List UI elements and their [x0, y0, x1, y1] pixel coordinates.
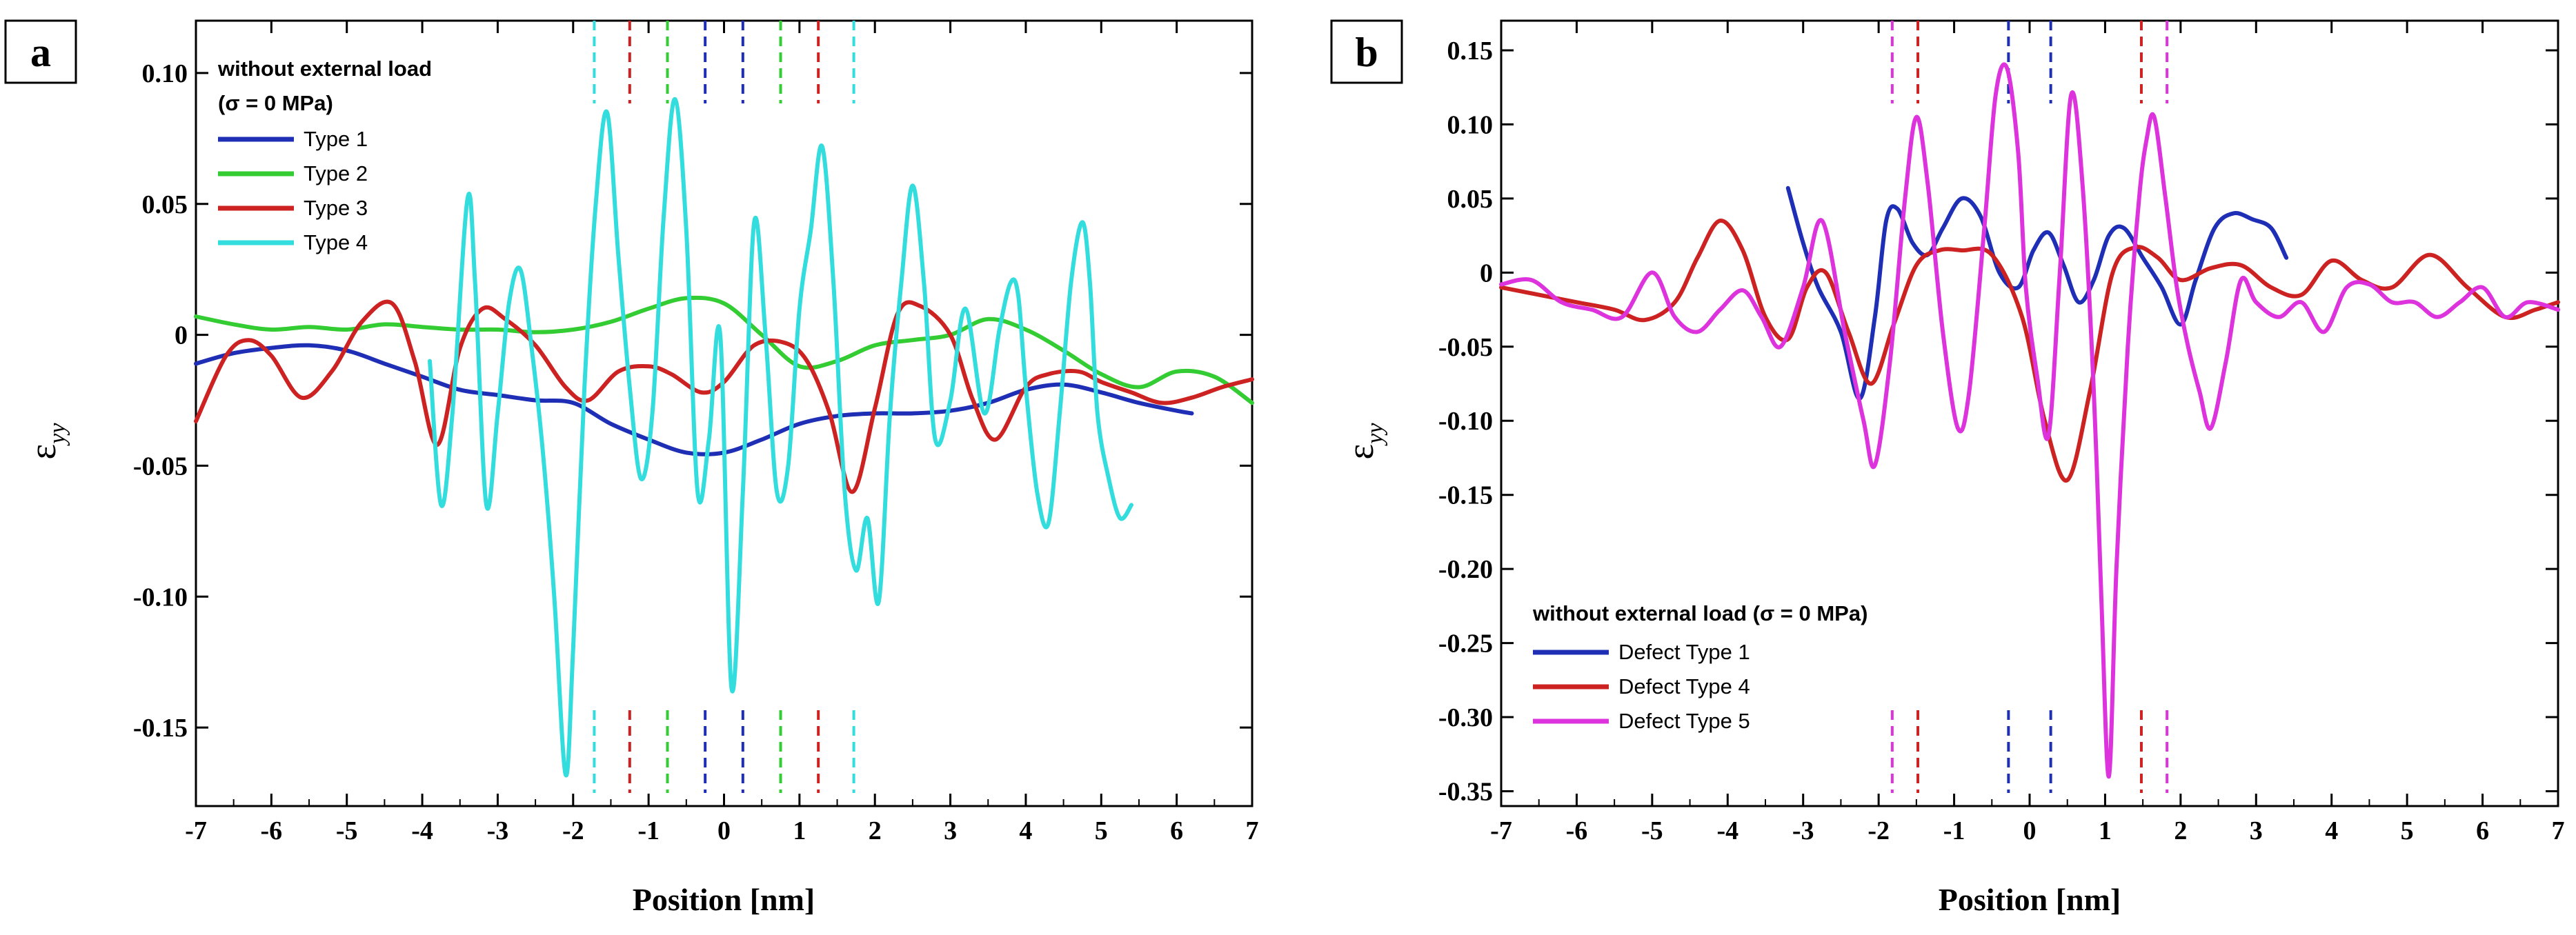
legend-title-a-line2: (σ = 0 MPa) [218, 91, 333, 115]
x-tick-label: 6 [1170, 816, 1183, 845]
series-line-defect-type-5 [1499, 62, 2560, 779]
legend-label: Type 3 [304, 196, 368, 220]
position-markers-a [593, 21, 855, 793]
legend-title-a-line1: without external load [217, 57, 432, 81]
legend-label: Defect Type 5 [1618, 709, 1750, 733]
series-line-type-4 [428, 97, 1133, 778]
legend-title-b: without external load (σ = 0 MPa) [1532, 601, 1867, 625]
y-tick-label: 0.10 [1447, 110, 1494, 139]
x-tick-label: 3 [2250, 816, 2263, 845]
legend-a: without external load (σ = 0 MPa) Type 1… [217, 57, 432, 254]
legend-b: without external load (σ = 0 MPa) Defect… [1532, 601, 1867, 733]
y-tick-label: 0.15 [1447, 37, 1494, 66]
y-tick-label: -0.15 [133, 714, 188, 743]
y-axis-symbol-b: ε [1340, 444, 1381, 460]
x-tick-label: -1 [637, 816, 660, 845]
panel-label-box-a [4, 19, 77, 84]
panel-a: -7 -6 -5 -4 -3 -2 -1 0 1 2 3 4 5 6 7 0.10 0.05 0 -0.05 -0.1… [4, 19, 1259, 917]
x-tick-label: -4 [411, 816, 433, 845]
x-axis-title-b: Position [nm] [1939, 882, 2121, 917]
x-tick-label: 4 [2325, 816, 2338, 845]
x-tick-label: -6 [261, 816, 283, 845]
series-group-a [194, 97, 1254, 778]
y-tick-label: 0 [175, 321, 188, 350]
svg-text:εyy: εyy [1340, 423, 1388, 460]
x-tick-label: 2 [869, 816, 882, 845]
y-axis-symbol-a: ε [22, 444, 63, 460]
y-tick-label: 0 [1480, 259, 1493, 288]
x-tick-label: 5 [1095, 816, 1108, 845]
panel-label-box-b [1330, 19, 1403, 84]
y-tick-label: -0.05 [1438, 333, 1493, 362]
x-tick-label: 5 [2401, 816, 2414, 845]
y-axis-title-a: εyy [22, 423, 70, 460]
y-tick-label: -0.10 [133, 583, 188, 612]
y-tick-label: -0.35 [1438, 778, 1493, 807]
axis-ticks-a: -7 -6 -5 -4 -3 -2 -1 0 1 2 3 4 5 6 7 0.10 0.05 0 -0.05 -0.1… [133, 21, 1259, 845]
legend-label: Type 4 [304, 230, 368, 254]
x-tick-label: -2 [1867, 816, 1890, 845]
y-tick-label: 0.05 [142, 190, 188, 219]
x-tick-label: -2 [562, 816, 584, 845]
legend-label: Type 2 [304, 161, 368, 185]
panel-label-b: b [1355, 30, 1378, 75]
y-tick-label: 0.05 [1447, 185, 1494, 214]
x-tick-label: 2 [2174, 816, 2187, 845]
x-tick-label: -3 [1792, 816, 1814, 845]
y-tick-label: 0.10 [142, 59, 188, 88]
legend-label: Defect Type 4 [1618, 674, 1750, 698]
x-tick-label: 0 [2023, 816, 2037, 845]
y-axis-subscript-a: yy [45, 423, 70, 446]
y-axis-title-b: εyy [1340, 423, 1388, 460]
y-axis-subscript-b: yy [1363, 423, 1388, 446]
legend-label: Defect Type 1 [1618, 640, 1750, 664]
position-markers-b [1890, 21, 2169, 793]
x-tick-label: 4 [1019, 816, 1032, 845]
series-group-b [1499, 62, 2560, 779]
x-tick-label: -5 [1641, 816, 1663, 845]
x-tick-label: -1 [1943, 816, 1965, 845]
x-tick-label: 7 [1246, 816, 1259, 845]
series-line-type-2 [194, 295, 1254, 405]
x-tick-label: 7 [2552, 816, 2565, 845]
y-tick-label: -0.30 [1438, 703, 1493, 732]
x-tick-label: -3 [487, 816, 509, 845]
panel-b: -7 -6 -5 -4 -3 -2 -1 0 1 2 3 4 5 6 7 0.15 0.10 0.05 0 -0.05… [1330, 19, 2565, 917]
legend-label: Type 1 [304, 127, 368, 151]
x-tick-label: -6 [1566, 816, 1588, 845]
x-tick-label: 3 [944, 816, 957, 845]
x-tick-label: 1 [2099, 816, 2112, 845]
y-tick-label: -0.15 [1438, 481, 1493, 510]
y-tick-label: -0.25 [1438, 630, 1493, 658]
y-tick-label: -0.20 [1438, 555, 1493, 584]
svg-text:εyy: εyy [22, 423, 70, 460]
x-tick-label: 1 [793, 816, 806, 845]
axis-ticks-b: -7 -6 -5 -4 -3 -2 -1 0 1 2 3 4 5 6 7 0.15 0.10 0.05 0 -0.05… [1438, 21, 2565, 845]
x-tick-label: 6 [2476, 816, 2489, 845]
x-tick-label: -7 [185, 816, 207, 845]
x-tick-label: 0 [717, 816, 731, 845]
panel-label-a: a [30, 30, 51, 75]
x-tick-label: -4 [1716, 816, 1738, 845]
x-axis-title-a: Position [nm] [633, 882, 815, 917]
y-tick-label: -0.05 [133, 452, 188, 481]
series-line-defect-type-4 [1499, 219, 2560, 483]
x-tick-label: -5 [336, 816, 358, 845]
x-tick-label: -7 [1490, 816, 1512, 845]
y-tick-label: -0.10 [1438, 407, 1493, 436]
